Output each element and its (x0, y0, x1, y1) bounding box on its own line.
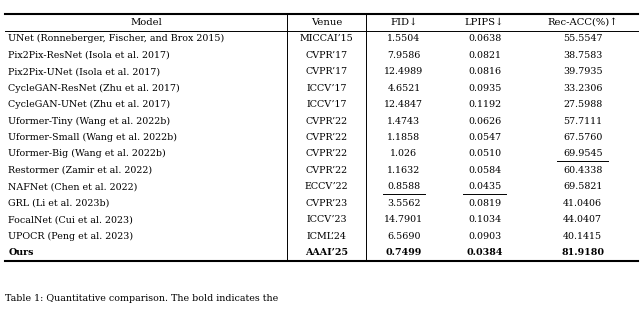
Text: 0.0435: 0.0435 (468, 182, 501, 191)
Text: ICCV’23: ICCV’23 (306, 215, 347, 224)
Text: Venue: Venue (310, 18, 342, 27)
Text: ICML’24: ICML’24 (307, 232, 346, 240)
Text: FID↓: FID↓ (390, 18, 417, 27)
Text: Model: Model (130, 18, 162, 27)
Text: 0.0584: 0.0584 (468, 166, 501, 175)
Text: 0.0816: 0.0816 (468, 67, 501, 76)
Text: UPOCR (Peng et al. 2023): UPOCR (Peng et al. 2023) (8, 232, 134, 240)
Text: Pix2Pix-UNet (Isola et al. 2017): Pix2Pix-UNet (Isola et al. 2017) (8, 67, 161, 76)
Text: Ours: Ours (8, 248, 34, 257)
Text: 81.9180: 81.9180 (561, 248, 604, 257)
Text: AAAI’25: AAAI’25 (305, 248, 348, 257)
Text: 40.1415: 40.1415 (563, 232, 602, 240)
Text: 12.4847: 12.4847 (385, 100, 424, 109)
Text: 41.0406: 41.0406 (563, 199, 602, 208)
Text: 0.0638: 0.0638 (468, 34, 501, 43)
Text: 33.2306: 33.2306 (563, 84, 602, 93)
Text: 69.5821: 69.5821 (563, 182, 602, 191)
Text: 0.1192: 0.1192 (468, 100, 501, 109)
Text: 14.7901: 14.7901 (385, 215, 424, 224)
Text: CVPR’22: CVPR’22 (305, 149, 348, 158)
Text: 0.0821: 0.0821 (468, 51, 501, 60)
Text: 0.0935: 0.0935 (468, 84, 501, 93)
Text: 27.5988: 27.5988 (563, 100, 602, 109)
Text: 0.7499: 0.7499 (386, 248, 422, 257)
Text: CycleGAN-ResNet (Zhu et al. 2017): CycleGAN-ResNet (Zhu et al. 2017) (8, 84, 180, 93)
Text: 38.7583: 38.7583 (563, 51, 602, 60)
Text: 57.7111: 57.7111 (563, 117, 602, 125)
Text: Pix2Pix-ResNet (Isola et al. 2017): Pix2Pix-ResNet (Isola et al. 2017) (8, 51, 170, 60)
Text: Uformer-Big (Wang et al. 2022b): Uformer-Big (Wang et al. 2022b) (8, 149, 166, 158)
Text: 0.8588: 0.8588 (387, 182, 420, 191)
Text: 4.6521: 4.6521 (387, 84, 420, 93)
Text: ICCV’17: ICCV’17 (306, 84, 347, 93)
Text: 0.0626: 0.0626 (468, 117, 501, 125)
Text: 0.0510: 0.0510 (468, 149, 501, 158)
Text: 0.1034: 0.1034 (468, 215, 501, 224)
Text: 55.5547: 55.5547 (563, 34, 602, 43)
Text: 1.4743: 1.4743 (387, 117, 420, 125)
Text: FocalNet (Cui et al. 2023): FocalNet (Cui et al. 2023) (8, 215, 133, 224)
Text: CVPR’23: CVPR’23 (305, 199, 348, 208)
Text: Restormer (Zamir et al. 2022): Restormer (Zamir et al. 2022) (8, 166, 152, 175)
Text: CVPR’22: CVPR’22 (305, 117, 348, 125)
Text: NAFNet (Chen et al. 2022): NAFNet (Chen et al. 2022) (8, 182, 138, 191)
Text: Rec-ACC(%)↑: Rec-ACC(%)↑ (547, 18, 618, 27)
Text: 1.1632: 1.1632 (387, 166, 420, 175)
Text: 1.026: 1.026 (390, 149, 417, 158)
Text: GRL (Li et al. 2023b): GRL (Li et al. 2023b) (8, 199, 109, 208)
Text: ICCV’17: ICCV’17 (306, 100, 347, 109)
Text: Table 1: Quantitative comparison. The bold indicates the: Table 1: Quantitative comparison. The bo… (5, 294, 278, 303)
Text: CVPR’17: CVPR’17 (305, 67, 348, 76)
Text: 1.5504: 1.5504 (387, 34, 420, 43)
Text: CVPR’17: CVPR’17 (305, 51, 348, 60)
Text: 69.9545: 69.9545 (563, 149, 602, 158)
Text: Uformer-Small (Wang et al. 2022b): Uformer-Small (Wang et al. 2022b) (8, 133, 177, 142)
Text: 12.4989: 12.4989 (384, 67, 424, 76)
Text: CVPR’22: CVPR’22 (305, 133, 348, 142)
Text: 0.0819: 0.0819 (468, 199, 501, 208)
Text: LPIPS↓: LPIPS↓ (465, 18, 504, 27)
Text: 0.0384: 0.0384 (467, 248, 503, 257)
Text: 7.9586: 7.9586 (387, 51, 420, 60)
Text: CycleGAN-UNet (Zhu et al. 2017): CycleGAN-UNet (Zhu et al. 2017) (8, 100, 170, 109)
Text: 0.0903: 0.0903 (468, 232, 501, 240)
Text: 0.0547: 0.0547 (468, 133, 501, 142)
Text: CVPR’22: CVPR’22 (305, 166, 348, 175)
Text: ECCV’22: ECCV’22 (305, 182, 348, 191)
Text: 3.5562: 3.5562 (387, 199, 420, 208)
Text: MICCAI’15: MICCAI’15 (300, 34, 353, 43)
Text: 6.5690: 6.5690 (387, 232, 420, 240)
Text: 44.0407: 44.0407 (563, 215, 602, 224)
Text: Uformer-Tiny (Wang et al. 2022b): Uformer-Tiny (Wang et al. 2022b) (8, 117, 170, 125)
Text: UNet (Ronneberger, Fischer, and Brox 2015): UNet (Ronneberger, Fischer, and Brox 201… (8, 34, 225, 43)
Text: 1.1858: 1.1858 (387, 133, 420, 142)
Text: 60.4338: 60.4338 (563, 166, 602, 175)
Text: 67.5760: 67.5760 (563, 133, 602, 142)
Text: 39.7935: 39.7935 (563, 67, 602, 76)
